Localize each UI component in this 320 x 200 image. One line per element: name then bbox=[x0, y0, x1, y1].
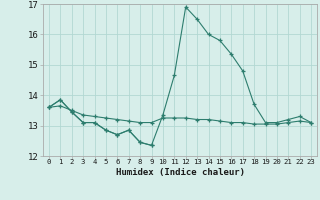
X-axis label: Humidex (Indice chaleur): Humidex (Indice chaleur) bbox=[116, 168, 244, 177]
